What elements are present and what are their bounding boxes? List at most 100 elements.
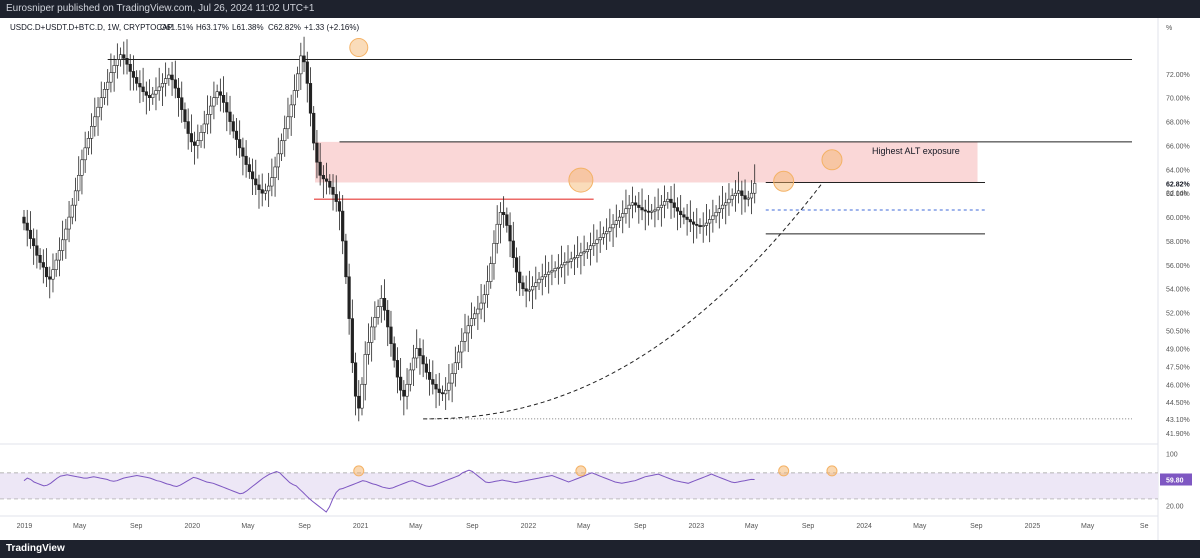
candle-body (466, 325, 470, 334)
candle-body (737, 190, 741, 194)
time-axis[interactable]: 2019 May Sep 2020 May Sep 2021 May Sep 2022 May Sep… (0, 515, 1158, 530)
candle-body (370, 326, 374, 343)
candle-body (357, 395, 361, 409)
candle-body (350, 318, 354, 364)
candle-body (234, 130, 239, 140)
candle-body (296, 73, 300, 91)
candle-body (617, 216, 622, 221)
candle-body (279, 140, 284, 155)
candle-body (73, 190, 78, 206)
candle-body (643, 209, 647, 212)
x-tick: 2021 (353, 523, 369, 530)
candle-body (112, 65, 116, 73)
candle-body (212, 97, 216, 107)
price-axis[interactable]: % 72.00% 70.00% 68.00% 66.00% 64.00% 62.00% 60.… (1157, 18, 1191, 540)
candle-body (537, 278, 541, 284)
candle-body (569, 258, 573, 262)
last-price-label: 62.82% (1166, 181, 1191, 188)
candle-body (411, 357, 416, 371)
candle-body (669, 198, 673, 204)
candle-body (733, 192, 737, 196)
candle-body (630, 202, 634, 206)
candle-body (717, 208, 721, 213)
axis-unit: % (1166, 25, 1172, 32)
candle-body (527, 289, 531, 292)
rsi-highlight (575, 465, 587, 477)
candle-body (685, 216, 689, 220)
candle-body (151, 93, 155, 99)
candle-body (614, 220, 618, 225)
candle-body (318, 161, 322, 176)
candle-body (605, 231, 609, 235)
rsi-highlight (353, 465, 365, 477)
x-tick: Sep (298, 523, 311, 530)
candle-body (498, 212, 503, 225)
candle-body (257, 184, 261, 190)
candle-body (437, 388, 441, 393)
candle-body (292, 90, 296, 106)
candle-body (453, 362, 457, 374)
candle-body (131, 71, 136, 78)
candle-body (460, 340, 464, 353)
candle-body (714, 212, 718, 217)
countdown-label: 2d 14h (1166, 190, 1188, 197)
candle-body (679, 210, 683, 216)
candle-body (386, 309, 390, 328)
candle-body (675, 207, 680, 212)
candle-body (115, 59, 119, 66)
candle-body (662, 201, 667, 206)
y-tick: 70.00% (1166, 96, 1190, 103)
candle-body (122, 54, 126, 59)
candle-body (579, 252, 583, 256)
candle-body (489, 263, 493, 282)
candle-body (585, 249, 589, 253)
candle-body (61, 239, 65, 251)
y-tick: 62.00% (1166, 191, 1190, 198)
x-tick: Sep (130, 523, 143, 530)
candle-body (743, 195, 747, 200)
x-tick: May (913, 523, 927, 530)
candle-body (640, 207, 644, 211)
candle-body (582, 251, 586, 254)
candle-body (688, 219, 692, 223)
x-tick: May (73, 523, 87, 530)
candle-body (157, 86, 161, 91)
price-chart[interactable]: USDC.D+USDT.D+BTC.D, 1W, CRYPTOCAPO61.51… (0, 18, 1200, 540)
candle-body (135, 77, 139, 84)
y-tick: 41.90% (1166, 431, 1190, 438)
candle-body (518, 271, 522, 284)
candle-body (559, 264, 564, 268)
candle-body (247, 164, 251, 173)
candle-body (154, 90, 158, 95)
candle-body (273, 166, 277, 179)
candle-body (183, 109, 187, 122)
candle-body (70, 204, 74, 218)
candle-body (395, 360, 400, 378)
y-tick: 68.00% (1166, 120, 1190, 127)
highlight-circle (349, 38, 369, 58)
y-tick: 43.10% (1166, 417, 1190, 424)
candle-body (627, 204, 631, 210)
highlight-circle (773, 170, 795, 192)
candle-body (434, 383, 438, 390)
candle-body (556, 266, 560, 269)
candle-body (469, 318, 474, 327)
candle-body (415, 348, 419, 359)
y-tick: 47.50% (1166, 364, 1190, 371)
x-tick: 2025 (1025, 523, 1041, 530)
candle-body (508, 225, 512, 242)
candles (22, 36, 757, 422)
candle-body (634, 202, 638, 206)
candle-body (440, 392, 445, 395)
candle-body (740, 190, 744, 196)
rsi-value-badge (1160, 473, 1192, 486)
candle-body (399, 376, 403, 391)
candle-body (118, 54, 123, 60)
y-tick: 52.00% (1166, 311, 1190, 318)
candle-body (656, 207, 660, 211)
y-tick: 54.00% (1166, 287, 1190, 294)
candle-body (666, 198, 670, 202)
candle-body (96, 106, 100, 118)
rsi-line (23, 469, 755, 513)
tradingview-logo[interactable]: TradingView (6, 540, 65, 558)
